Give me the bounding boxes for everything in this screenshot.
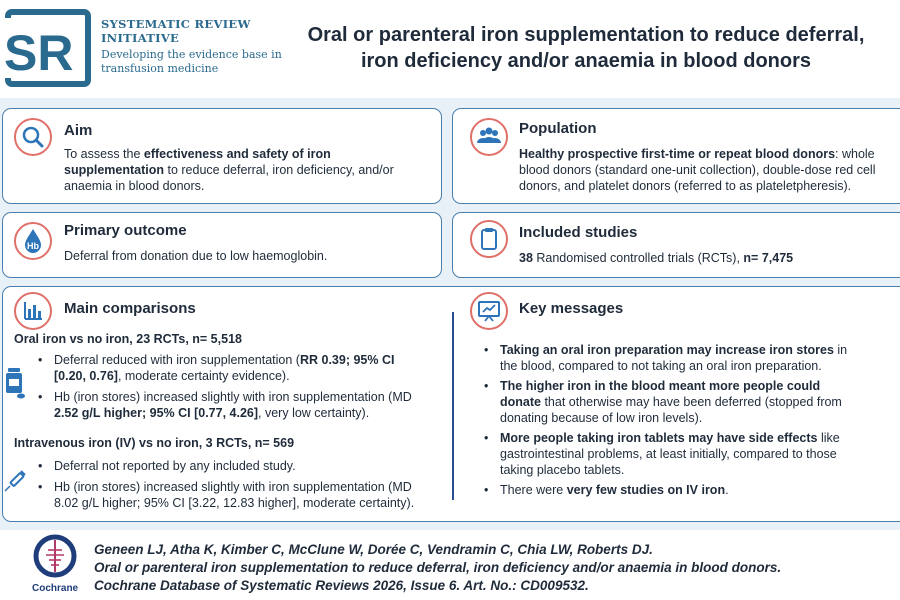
citation-authors: Geneen LJ, Atha K, Kimber C, McClune W, … <box>94 542 653 557</box>
citation-journal: Cochrane Database of Systematic Reviews … <box>94 578 589 593</box>
key-message-3-text-3: taking placebo tablets. <box>500 463 625 477</box>
aim-text-3: anaemia in blood donors. <box>64 179 205 193</box>
key-message-4-bold: very few studies on IV iron <box>566 483 726 497</box>
pill-bottle-icon <box>4 366 26 400</box>
included-participants: n= 7,475 <box>743 251 794 265</box>
blood-drop-icon: Hb <box>14 222 52 260</box>
population-text-3: donors, and platelet donors (referred to… <box>519 179 852 193</box>
aim-text-1: To assess the <box>64 147 144 161</box>
oral-bullet-2: Hb (iron stores) increased slightly with… <box>38 389 448 421</box>
key-message-2-bold-1: The higher iron in the blood meant more … <box>500 379 821 393</box>
aim-text-bold-2: supplementation <box>64 163 165 177</box>
key-message-4: There were very few studies on IV iron. <box>484 482 896 498</box>
people-group-icon <box>470 118 508 156</box>
org-tagline-line1: Developing the evidence base in <box>101 48 282 61</box>
magnifier-icon <box>14 118 52 156</box>
iv-bullets: Deferral not reported by any included st… <box>38 458 448 511</box>
aim-title: Aim <box>64 122 93 139</box>
population-card <box>452 108 900 204</box>
cochrane-logo-label: Cochrane <box>32 583 79 594</box>
included-count: 38 <box>519 251 533 265</box>
key-messages-list: Taking an oral iron preparation may incr… <box>484 342 896 498</box>
page-title-line1: Oral or parenteral iron supplementation … <box>307 24 865 46</box>
aim-text-2: to reduce deferral, iron deficiency, and… <box>164 163 394 177</box>
iv-b2-line2: 8.02 g/L higher; 95% CI [3.22, 12.83 hig… <box>54 496 415 510</box>
oral-b1-text-1: Deferral reduced with iron supplementati… <box>54 353 300 367</box>
blood-drop-label: Hb <box>27 241 39 251</box>
key-message-3-bold: More people taking iron tablets may have… <box>500 431 818 445</box>
footer <box>0 530 900 600</box>
population-text-1: : whole <box>835 147 875 161</box>
key-message-3-text-2: gastrointestinal problems, at least init… <box>500 447 837 461</box>
primary-outcome-text: Deferral from donation due to low haemog… <box>64 249 328 263</box>
oral-b1-bold-2: [0.20, 0.76] <box>54 369 118 383</box>
key-message-4-text-1: There were <box>500 483 567 497</box>
key-message-4-text-2: . <box>725 483 729 497</box>
iv-heading: Intravenous iron (IV) vs no iron, 3 RCTs… <box>14 436 295 450</box>
oral-b2-text-2: , very low certainty). <box>258 406 370 420</box>
page-title-line2: iron deficiency and/or anaemia in blood … <box>360 50 812 72</box>
key-message-2-text-2: donating because of low iron levels). <box>500 411 703 425</box>
key-message-2: The higher iron in the blood meant more … <box>484 378 896 426</box>
key-message-1: Taking an oral iron preparation may incr… <box>484 342 896 374</box>
aim-text: To assess the effectiveness and safety o… <box>64 146 434 194</box>
sr-logo: SR <box>0 8 96 88</box>
iv-b2-line1: Hb (iron stores) increased slightly with… <box>54 480 412 494</box>
oral-b2-bold-1: 2.52 g/L higher; 95% CI [0.77, 4.26] <box>54 406 259 420</box>
iv-bullet-2: Hb (iron stores) increased slightly with… <box>38 479 448 511</box>
oral-b1-text-2: , moderate certainty evidence). <box>117 369 290 383</box>
population-text: Healthy prospective first-time or repeat… <box>519 146 899 194</box>
oral-b2-text-1: Hb (iron stores) increased slightly with… <box>54 390 412 404</box>
key-message-2-bold-2: donate <box>500 395 541 409</box>
bar-chart-icon <box>14 292 52 330</box>
oral-bullets: Deferral reduced with iron supplementati… <box>38 352 448 421</box>
citation-title: Oral or parenteral iron supplementation … <box>94 560 782 575</box>
oral-heading: Oral iron vs no iron, 23 RCTs, n= 5,518 <box>14 332 242 346</box>
section-divider <box>452 312 454 500</box>
key-message-3: More people taking iron tablets may have… <box>484 430 896 478</box>
included-studies-title: Included studies <box>519 224 638 241</box>
sr-logo-letters: SR <box>4 25 73 81</box>
aim-card <box>2 108 442 204</box>
iv-b1-text: Deferral not reported by any included st… <box>54 459 296 473</box>
included-studies-text: 38 Randomised controlled trials (RCTs), … <box>519 250 793 266</box>
key-message-3-text-1: like <box>817 431 840 445</box>
clipboard-icon <box>470 220 508 258</box>
presentation-icon <box>470 292 508 330</box>
population-text-bold: Healthy prospective first-time or repeat… <box>519 147 836 161</box>
org-name-line2: INITIATIVE <box>101 31 180 45</box>
key-message-2-text-1: that otherwise may have been deferred (s… <box>540 395 842 409</box>
page-title: Oral or parenteral iron supplementation … <box>270 22 900 74</box>
aim-text-bold-1: effectiveness and safety of iron <box>143 147 331 161</box>
included-studies-card <box>452 212 900 278</box>
key-message-1-text-2: the blood, compared to not taking an ora… <box>500 359 822 373</box>
iv-bullet-1: Deferral not reported by any included st… <box>38 458 448 474</box>
sr-logo-mark: SR <box>0 9 91 87</box>
comparisons-title: Main comparisons <box>64 300 196 317</box>
key-message-1-bold: Taking an oral iron preparation may incr… <box>500 343 834 357</box>
key-message-1-text-1: in <box>833 343 848 357</box>
oral-bullet-1: Deferral reduced with iron supplementati… <box>38 352 448 384</box>
population-title: Population <box>519 120 597 137</box>
org-name-line1: SYSTEMATIC REVIEW <box>101 17 251 31</box>
key-messages-title: Key messages <box>519 300 624 317</box>
oral-b1-bold-1: RR 0.39; 95% CI <box>299 353 395 367</box>
primary-outcome-title: Primary outcome <box>64 222 187 239</box>
syringe-icon <box>2 468 28 494</box>
included-text-1: Randomised controlled trials (RCTs), <box>532 251 744 265</box>
org-tagline-line2: transfusion medicine <box>101 62 219 75</box>
cochrane-logo-icon <box>30 534 80 582</box>
population-text-2: blood donors (standard one-unit collecti… <box>519 163 876 177</box>
primary-outcome-card <box>2 212 442 278</box>
